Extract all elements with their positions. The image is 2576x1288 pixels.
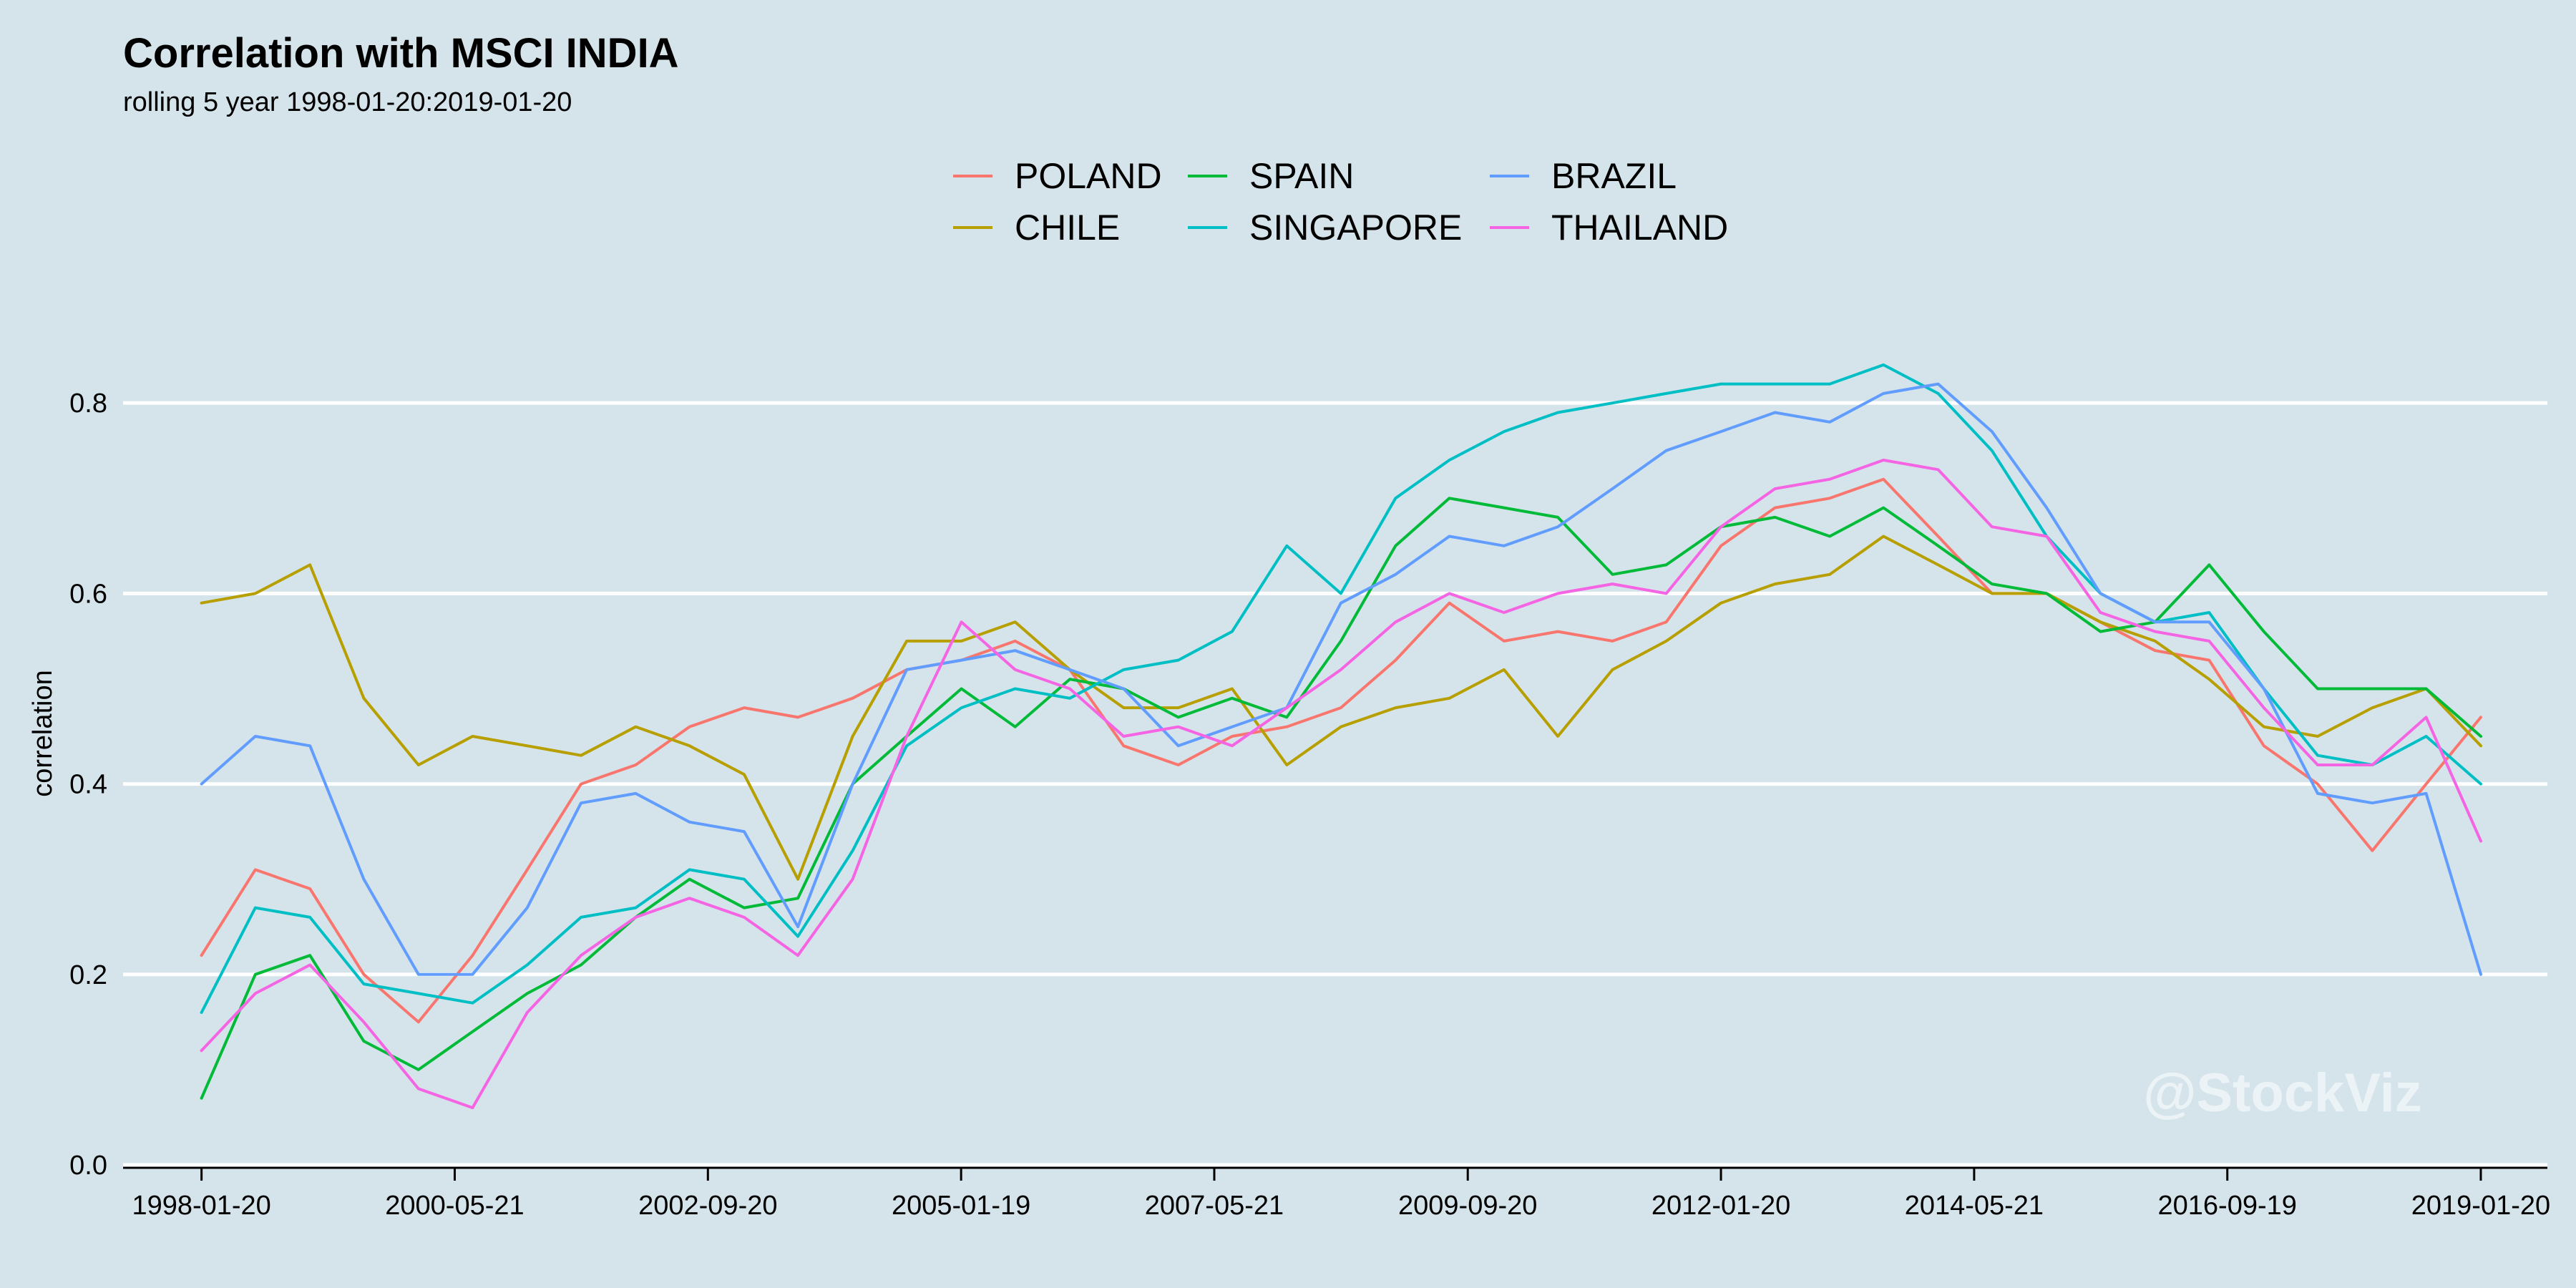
x-tick-label: 2007-05-21 xyxy=(1145,1191,1284,1221)
y-axis: 0.0 0.2 0.4 0.6 0.8 xyxy=(69,389,107,1181)
x-tick-label: 2002-09-20 xyxy=(638,1191,777,1221)
legend-label: POLAND xyxy=(1015,156,1162,196)
x-tick-label: 1998-01-20 xyxy=(132,1191,270,1221)
y-tick-label: 0.8 xyxy=(69,389,107,419)
chart-title: Correlation with MSCI INDIA xyxy=(123,30,679,77)
y-tick-label: 0.0 xyxy=(69,1151,107,1181)
series-line-thailand xyxy=(200,459,2482,1110)
x-tick-label: 2009-09-20 xyxy=(1398,1191,1537,1221)
y-tick-label: 0.2 xyxy=(69,960,107,990)
watermark: @StockViz xyxy=(2143,1063,2422,1123)
x-axis: 1998-01-20 2000-05-21 2002-09-20 2005-01-19… xyxy=(123,1166,2550,1221)
gridlines xyxy=(123,401,2547,1167)
y-tick-label: 0.4 xyxy=(69,770,107,800)
series-line-brazil xyxy=(200,382,2482,976)
legend: POLAND CHILE SPAIN SINGAPORE BRAZIL THAILAND xyxy=(953,156,1728,248)
series-layer xyxy=(200,363,2482,1110)
chart-subtitle: rolling 5 year 1998-01-20:2019-01-20 xyxy=(123,87,572,117)
legend-label: SPAIN xyxy=(1249,156,1354,196)
y-axis-title: correlation xyxy=(28,670,58,796)
x-tick-label: 2014-05-21 xyxy=(1905,1191,2044,1221)
legend-label: THAILAND xyxy=(1551,208,1728,248)
x-tick-label: 2005-01-19 xyxy=(892,1191,1030,1221)
series-line-chile xyxy=(200,535,2482,881)
legend-label: CHILE xyxy=(1015,208,1120,248)
series-line-poland xyxy=(200,477,2482,1024)
series-line-spain xyxy=(200,497,2482,1100)
y-tick-label: 0.6 xyxy=(69,579,107,609)
legend-label: BRAZIL xyxy=(1551,156,1677,196)
series-line-singapore xyxy=(200,363,2482,1014)
x-tick-label: 2019-01-20 xyxy=(2411,1191,2550,1221)
x-tick-label: 2000-05-21 xyxy=(385,1191,524,1221)
x-tick-label: 2016-09-19 xyxy=(2158,1191,2297,1221)
x-tick-label: 2012-01-20 xyxy=(1652,1191,1790,1221)
legend-label: SINGAPORE xyxy=(1249,208,1462,248)
